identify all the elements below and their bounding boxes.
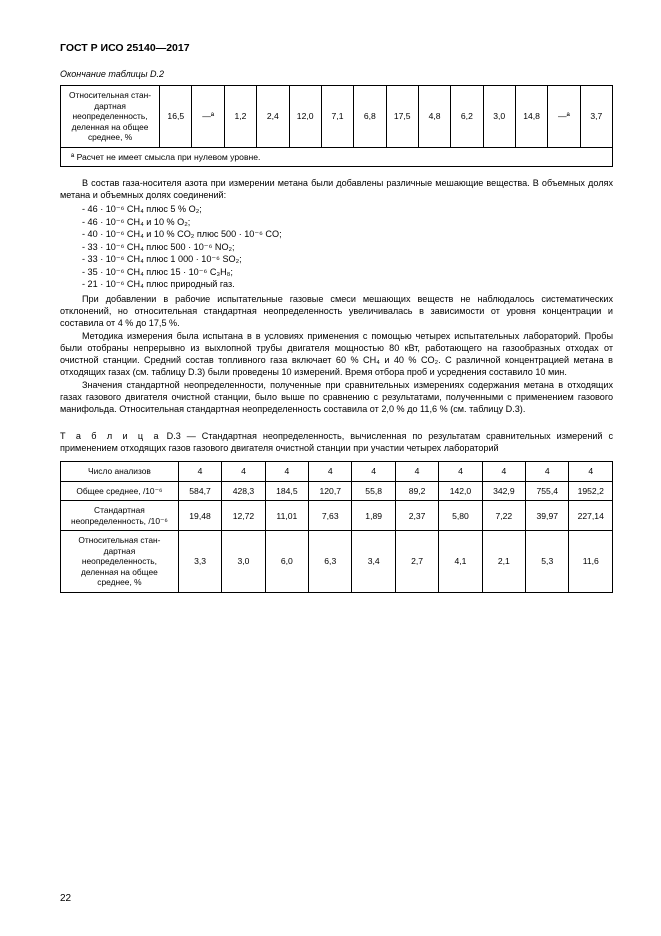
table-cell: 4 (395, 462, 438, 482)
table-cell: 4 (439, 462, 482, 482)
table-cell: 3,0 (483, 86, 515, 148)
table-row: Относительная стан­дартная неопределенно… (61, 531, 613, 593)
table-cell: 342,9 (482, 481, 525, 501)
body-paragraph: Значения стандартной неопределенности, п… (60, 379, 613, 416)
table-cell: 184,5 (265, 481, 308, 501)
table-cell: 12,72 (222, 501, 265, 531)
list-item: - 46 · 10⁻⁶ CH₄ и 10 % O₂; (82, 216, 613, 229)
table-cell: 7,1 (321, 86, 353, 148)
table-d3-caption-lead: Т а б л и ц а (60, 431, 161, 441)
table-cell: 89,2 (395, 481, 438, 501)
table-cell: 142,0 (439, 481, 482, 501)
table-cell: 6,8 (354, 86, 386, 148)
table-d2-continuation-label: Окончание таблицы D.2 (60, 69, 613, 79)
page-number: 22 (60, 893, 71, 904)
body-paragraph: Методика измерения была испытана в в усл… (60, 330, 613, 379)
table-cell: 584,7 (178, 481, 221, 501)
table-cell: 4 (178, 462, 221, 482)
table-cell: 428,3 (222, 481, 265, 501)
table-cell: 4 (309, 462, 352, 482)
table-cell: 6,3 (309, 531, 352, 593)
table-cell: 2,37 (395, 501, 438, 531)
table-cell: 4 (526, 462, 569, 482)
table-d2-row-label: Относительная стан­дартная неопределен­н… (61, 86, 160, 148)
list-item: - 46 · 10⁻⁶ CH₄ плюс 5 % O₂; (82, 203, 613, 216)
table-cell: 2,7 (395, 531, 438, 593)
table-cell: 11,01 (265, 501, 308, 531)
table-d3-row-label: Стандартная неопределенность, /10⁻⁶ (61, 501, 179, 531)
table-cell: 2,4 (257, 86, 289, 148)
table-cell: 4 (569, 462, 613, 482)
list-item: - 40 · 10⁻⁶ CH₄ и 10 % CO₂ плюс 500 · 10… (82, 228, 613, 241)
table-cell: 12,0 (289, 86, 321, 148)
list-item: - 33 · 10⁻⁶ CH₄ плюс 500 · 10⁻⁶ NO₂; (82, 241, 613, 254)
table-d3-row-label: Число анализов (61, 462, 179, 482)
table-row: Относительная стан­дартная неопределен­н… (61, 86, 613, 148)
table-cell: 4 (482, 462, 525, 482)
table-cell: 3,3 (178, 531, 221, 593)
table-cell: 4 (222, 462, 265, 482)
table-cell: 3,0 (222, 531, 265, 593)
body-list: - 46 · 10⁻⁶ CH₄ плюс 5 % O₂; - 46 · 10⁻⁶… (82, 203, 613, 291)
table-row: Общее среднее, /10⁻⁶ 584,7 428,3 184,5 1… (61, 481, 613, 501)
table-d3-caption: Т а б л и ц а D.3 — Стандартная неопреде… (60, 430, 613, 455)
table-d2-footnote: ª Расчет не имеет смысла при нулевом уро… (61, 147, 613, 166)
table-cell: 120,7 (309, 481, 352, 501)
table-cell: 17,5 (386, 86, 418, 148)
table-d3-row-label: Общее среднее, /10⁻⁶ (61, 481, 179, 501)
table-cell: 5,3 (526, 531, 569, 593)
table-cell: 755,4 (526, 481, 569, 501)
table-cell: 4,8 (418, 86, 450, 148)
table-cell: 4 (265, 462, 308, 482)
table-cell: 4 (352, 462, 395, 482)
table-cell: 16,5 (160, 86, 192, 148)
table-cell: 55,8 (352, 481, 395, 501)
table-cell: 14,8 (515, 86, 547, 148)
table-cell: 227,14 (569, 501, 613, 531)
table-d3: Число анализов 4 4 4 4 4 4 4 4 4 4 Общее… (60, 461, 613, 593)
table-cell: 7,63 (309, 501, 352, 531)
table-cell: 1952,2 (569, 481, 613, 501)
table-cell: 5,80 (439, 501, 482, 531)
table-cell: 2,1 (482, 531, 525, 593)
table-d3-row-label: Относительная стан­дартная неопределенно… (61, 531, 179, 593)
table-cell: 1,2 (224, 86, 256, 148)
table-row: Стандартная неопределенность, /10⁻⁶ 19,4… (61, 501, 613, 531)
table-cell: 6,0 (265, 531, 308, 593)
body-paragraph: В состав газа-носителя азота при измерен… (60, 177, 613, 202)
list-item: - 33 · 10⁻⁶ CH₄ плюс 1 000 · 10⁻⁶ SO₂; (82, 253, 613, 266)
table-cell: 3,7 (580, 86, 612, 148)
table-cell: —ª (192, 86, 224, 148)
table-cell: 11,6 (569, 531, 613, 593)
table-cell: 6,2 (451, 86, 483, 148)
table-cell: 7,22 (482, 501, 525, 531)
table-row: Число анализов 4 4 4 4 4 4 4 4 4 4 (61, 462, 613, 482)
table-cell: 3,4 (352, 531, 395, 593)
list-item: - 35 · 10⁻⁶ CH₄ плюс 15 · 10⁻⁶ C₃H₈; (82, 266, 613, 279)
body-paragraph: При добавлении в рабочие испытательные г… (60, 293, 613, 330)
table-cell: 4,1 (439, 531, 482, 593)
table-cell: 19,48 (178, 501, 221, 531)
table-cell: 39,97 (526, 501, 569, 531)
list-item: - 21 · 10⁻⁶ CH₄ плюс природный газ. (82, 278, 613, 291)
table-d2: Относительная стан­дартная неопределен­н… (60, 85, 613, 167)
table-cell: 1,89 (352, 501, 395, 531)
table-cell: —ª (548, 86, 580, 148)
document-title: ГОСТ Р ИСО 25140—2017 (60, 42, 613, 54)
table-row: ª Расчет не имеет смысла при нулевом уро… (61, 147, 613, 166)
